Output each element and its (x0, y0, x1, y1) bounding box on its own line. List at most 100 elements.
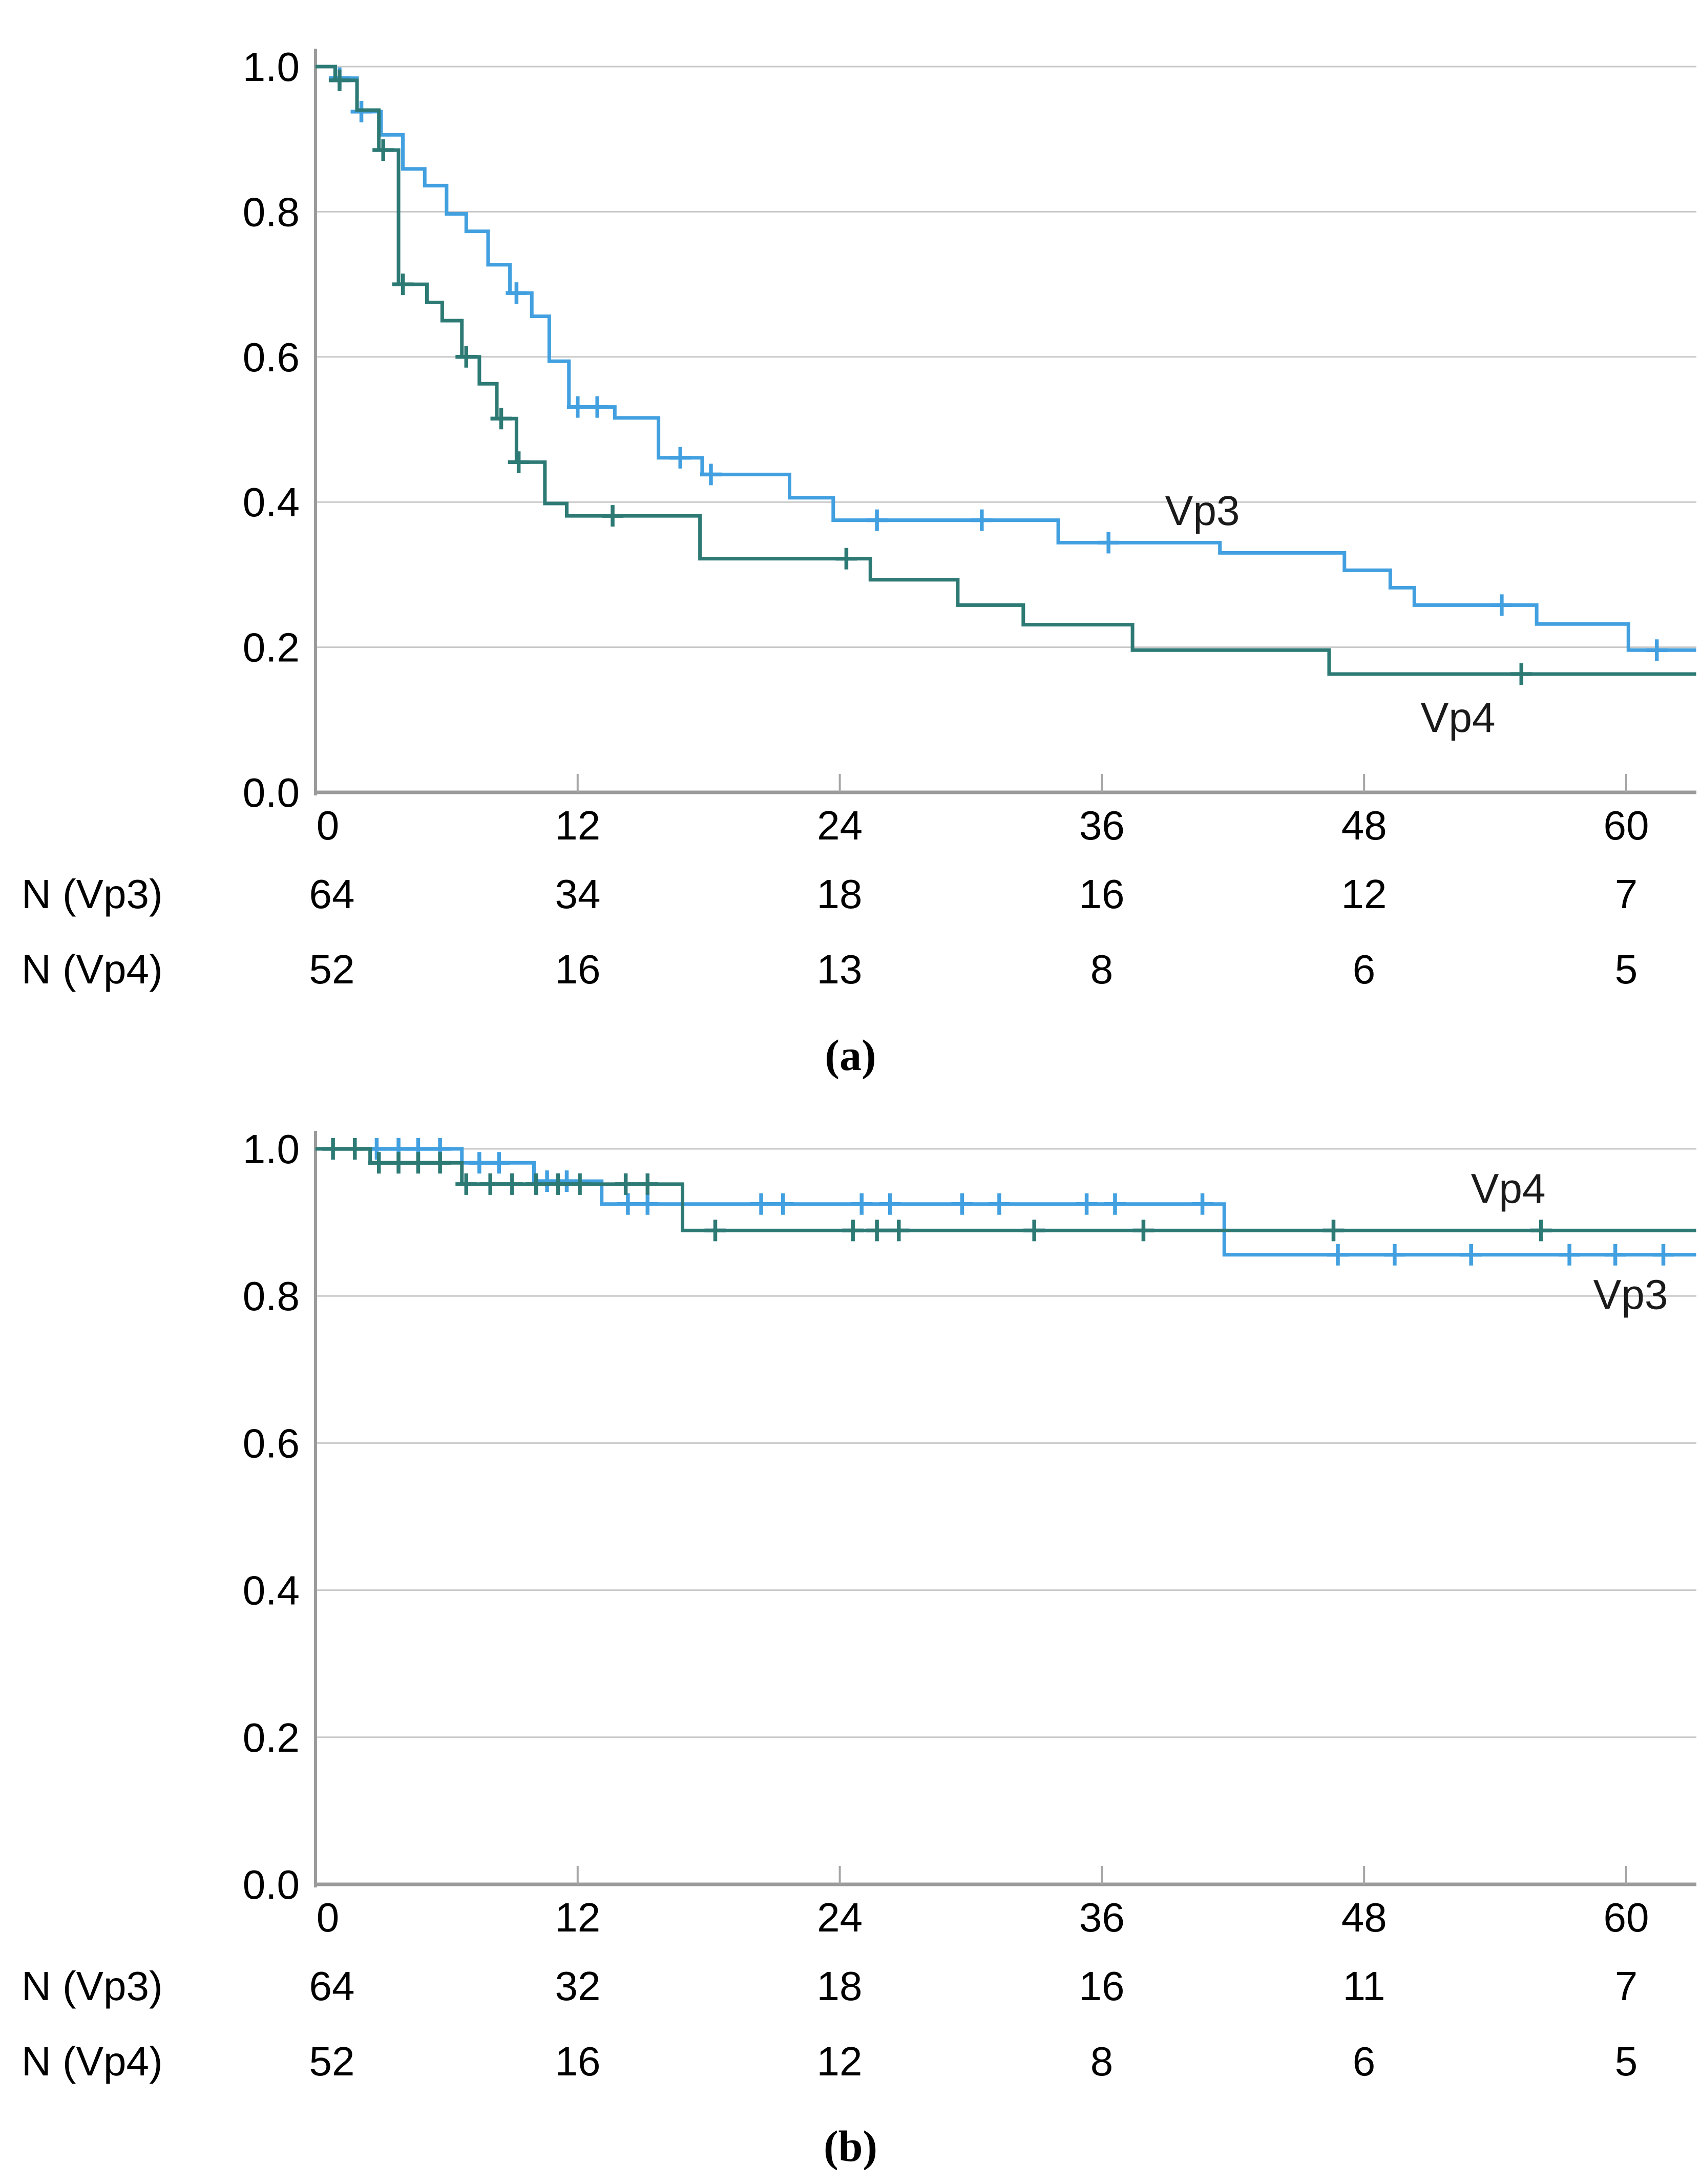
censor-mark (1652, 1244, 1674, 1266)
risk-row-label: N (Vp3) (22, 1963, 163, 2009)
censor-mark (322, 1138, 344, 1160)
y-axis-tick-label: 0.2 (243, 1715, 300, 1760)
risk-value: 52 (309, 2039, 355, 2084)
censor-mark (669, 447, 691, 469)
risk-row-label: N (Vp4) (22, 2039, 163, 2084)
censor-mark (700, 464, 722, 486)
censor-mark (1104, 1193, 1126, 1215)
censor-mark (1098, 532, 1120, 554)
risk-value: 18 (816, 1963, 863, 2009)
risk-value: 6 (1352, 947, 1376, 992)
km-curve-vp4 (316, 65, 1696, 676)
censor-mark (392, 274, 414, 296)
x-axis-tick-label: 48 (1341, 803, 1387, 848)
censor-mark (407, 1152, 429, 1174)
censor-mark (1322, 1220, 1345, 1242)
censor-mark (750, 1193, 772, 1215)
censor-mark (566, 396, 589, 418)
censor-mark (506, 282, 528, 304)
censor-mark (1604, 1244, 1626, 1266)
censor-mark (1132, 1220, 1154, 1242)
risk-value: 52 (309, 947, 355, 992)
risk-value: 12 (816, 2039, 863, 2084)
censor-mark (1023, 1220, 1045, 1242)
censor-mark (455, 1173, 477, 1195)
censor-mark (1076, 1193, 1098, 1215)
risk-value: 7 (1614, 1963, 1638, 2009)
risk-value: 34 (555, 871, 601, 917)
censor-mark (455, 346, 477, 368)
censor-mark (490, 408, 512, 430)
risk-value: 12 (1341, 871, 1387, 917)
x-axis-tick-label: 60 (1604, 1895, 1649, 1940)
censor-mark (368, 1152, 390, 1174)
censor-mark (569, 1173, 591, 1195)
censor-mark (602, 505, 624, 527)
censor-mark (888, 1220, 910, 1242)
risk-value: 16 (555, 2039, 601, 2084)
censor-mark (1191, 1193, 1213, 1215)
risk-value: 64 (309, 871, 355, 917)
censor-mark (988, 1193, 1010, 1215)
y-axis-tick-label: 0.4 (243, 479, 300, 525)
risk-value: 11 (1342, 1963, 1385, 2009)
censor-mark (429, 1152, 451, 1174)
caption-a: (a) (825, 1031, 876, 1080)
risk-row-label: N (Vp4) (22, 947, 163, 992)
risk-value: 8 (1090, 2039, 1114, 2084)
censor-mark (1530, 1220, 1552, 1242)
x-axis-tick-label: 12 (555, 803, 600, 848)
x-axis-tick-label: 24 (817, 1895, 863, 1940)
risk-value: 64 (309, 1963, 355, 2009)
censor-mark (586, 396, 608, 418)
censor-mark (637, 1193, 659, 1215)
censor-mark (617, 1193, 639, 1215)
x-axis-tick-label: 36 (1079, 1895, 1125, 1940)
censor-mark (951, 1193, 973, 1215)
risk-value: 16 (1079, 1963, 1125, 2009)
risk-value: 5 (1614, 947, 1638, 992)
risk-value: 18 (816, 871, 863, 917)
risk-value: 6 (1352, 2039, 1376, 2084)
risk-value: 16 (555, 947, 601, 992)
censor-mark (851, 1193, 873, 1215)
curve-label-vp3: Vp3 (1165, 488, 1240, 534)
risk-value: 8 (1090, 947, 1114, 992)
y-axis-tick-label: 0.6 (243, 1420, 300, 1466)
censor-mark (637, 1173, 659, 1195)
y-axis-tick-label: 0.4 (243, 1568, 300, 1613)
censor-mark (842, 1220, 864, 1242)
risk-row-label: N (Vp3) (22, 871, 163, 917)
risk-value: 13 (816, 947, 863, 992)
x-axis-tick-label: 0 (317, 803, 340, 848)
x-axis-tick-label: 12 (555, 1895, 600, 1940)
x-axis-tick-label: 60 (1604, 803, 1649, 848)
km-curve-vp4 (316, 1147, 1696, 1232)
censor-mark (372, 139, 394, 161)
censor-mark (971, 509, 993, 531)
risk-value: 5 (1614, 2039, 1638, 2084)
censor-mark (1460, 1244, 1482, 1266)
censor-mark (1559, 1244, 1581, 1266)
x-axis-tick-label: 36 (1079, 803, 1125, 848)
censor-mark (536, 1170, 558, 1192)
curve-label-vp4: Vp4 (1471, 1166, 1546, 1212)
y-axis-tick-label: 0.8 (243, 1273, 300, 1319)
censor-mark (615, 1173, 637, 1195)
y-axis-tick-label: 0.6 (243, 334, 300, 380)
y-axis-tick-label: 1.0 (243, 44, 300, 90)
x-axis-tick-label: 48 (1341, 1895, 1387, 1940)
risk-value: 7 (1614, 871, 1638, 917)
censor-mark (1646, 639, 1668, 661)
km-curve-vp3 (316, 65, 1696, 652)
censor-mark (508, 451, 530, 473)
y-axis-tick-label: 0.0 (243, 770, 300, 815)
risk-value: 16 (1079, 871, 1125, 917)
caption-b: (b) (823, 2122, 878, 2171)
censor-mark (1383, 1244, 1405, 1266)
censor-mark (1490, 594, 1513, 616)
curve-label-vp3: Vp3 (1593, 1271, 1668, 1318)
risk-value: 32 (555, 1963, 601, 2009)
censor-mark (479, 1173, 501, 1195)
